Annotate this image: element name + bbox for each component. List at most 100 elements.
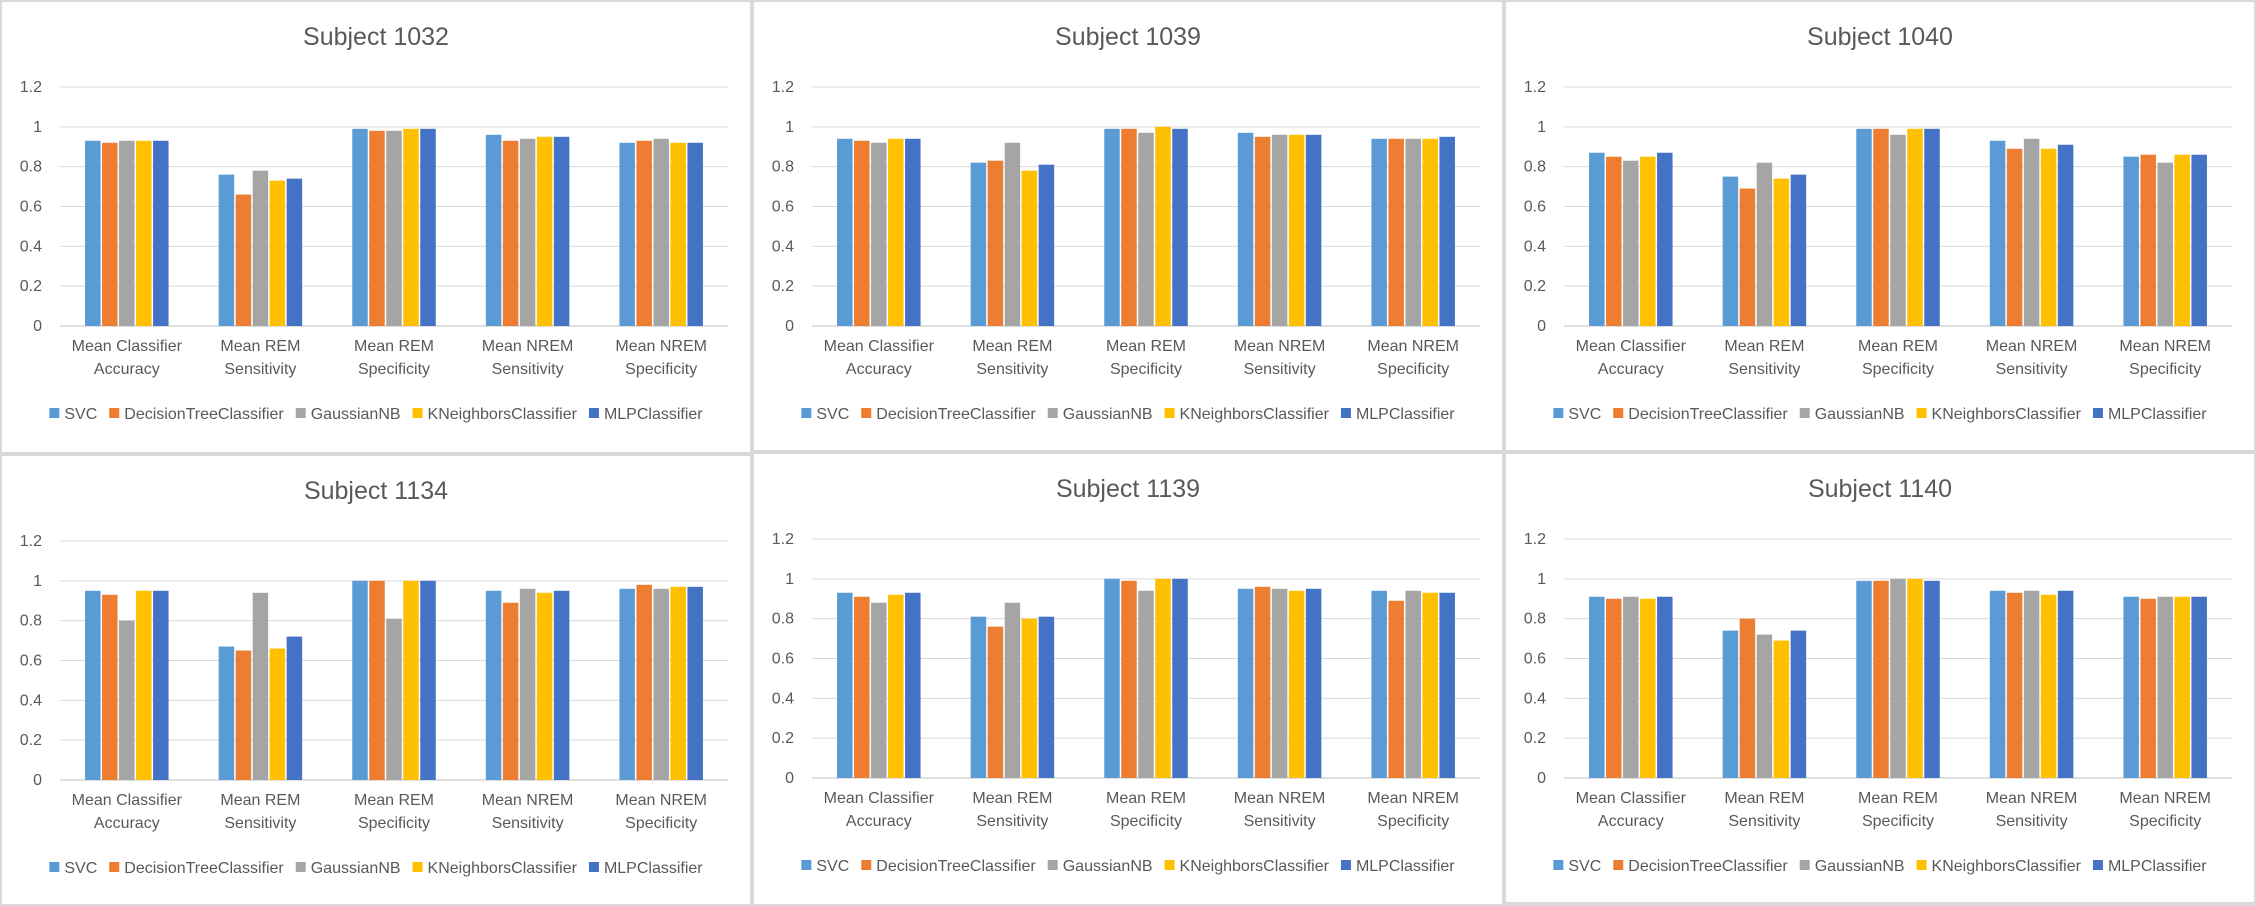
x-category-label: Mean NREM xyxy=(1986,338,2078,355)
bar-decisiontreeclassifier-mean-rem-specificity xyxy=(1873,580,1889,778)
bar-decisiontreeclassifier-mean-rem-specificity xyxy=(1873,128,1889,326)
bar-kneighborsclassifier-mean-nrem-specificity xyxy=(1422,592,1438,778)
y-tick-label: 0.2 xyxy=(1524,730,1546,747)
bar-decisiontreeclassifier-mean-classifier-accuracy xyxy=(1606,156,1622,326)
bar-mlpclassifier-mean-rem-sensitivity xyxy=(286,636,303,780)
bar-gaussiannb-mean-rem-specificity xyxy=(386,130,402,326)
bar-kneighborsclassifier-mean-classifier-accuracy xyxy=(1640,598,1656,778)
y-tick-label: 1.2 xyxy=(20,533,42,550)
x-category-label: Specificity xyxy=(1110,813,1182,830)
x-category-label: Specificity xyxy=(2129,361,2201,378)
bar-mlpclassifier-mean-nrem-specificity xyxy=(1439,136,1455,326)
legend: SVC DecisionTreeClassifier GaussianNB KNeig… xyxy=(801,406,1455,423)
x-category-label: Mean NREM xyxy=(1986,790,2078,807)
legend-label-svc: SVC xyxy=(1568,858,1601,875)
bar-svc-mean-classifier-accuracy xyxy=(1589,596,1605,778)
bar-mlpclassifier-mean-classifier-accuracy xyxy=(153,590,169,780)
bar-kneighborsclassifier-mean-classifier-accuracy xyxy=(1640,156,1656,326)
legend: SVC DecisionTreeClassifier GaussianNB KNeig… xyxy=(1553,406,2207,423)
legend-label-mlpclassifier: MLPClassifier xyxy=(604,406,703,423)
chart-svg: Subject 1032 0 0.2 0.4 0.6 0.8 1 1.2 Mean Classi… xyxy=(20,23,728,423)
y-tick-label: 1 xyxy=(785,571,794,588)
legend-label-svc: SVC xyxy=(1568,406,1601,423)
x-category-label: Accuracy xyxy=(846,361,912,378)
x-category-label: Mean NREM xyxy=(482,792,574,809)
x-category-label: Mean NREM xyxy=(1367,790,1459,807)
legend-swatch-kneighborsclassifier xyxy=(1164,860,1175,870)
bar-decisiontreeclassifier-mean-classifier-accuracy xyxy=(102,142,118,326)
x-category-label: Specificity xyxy=(625,815,697,832)
bar-decisiontreeclassifier-mean-classifier-accuracy xyxy=(102,594,118,780)
bar-kneighborsclassifier-mean-classifier-accuracy xyxy=(136,140,152,326)
bar-gaussiannb-mean-rem-specificity xyxy=(386,618,402,780)
bar-svc-mean-rem-sensitivity xyxy=(218,646,235,780)
chart-svg: Subject 1140 0 0.2 0.4 0.6 0.8 1 1.2 Mean Classi… xyxy=(1524,475,2232,875)
x-category-label: Sensitivity xyxy=(1728,813,1800,830)
bar-svc-mean-classifier-accuracy xyxy=(1589,152,1605,326)
legend-swatch-svc xyxy=(1553,408,1564,418)
chart-title: Subject 1139 xyxy=(1056,475,1200,503)
x-category-label: Mean NREM xyxy=(615,338,707,355)
legend-label-gaussiannb: GaussianNB xyxy=(1063,406,1153,423)
x-category-label: Mean REM xyxy=(1724,790,1804,807)
bar-gaussiannb-mean-classifier-accuracy xyxy=(1623,160,1639,326)
x-category-label: Mean REM xyxy=(1106,338,1186,355)
x-category-label: Sensitivity xyxy=(1244,361,1316,378)
legend-label-decisiontreeclassifier: DecisionTreeClassifier xyxy=(124,860,284,877)
x-category-label: Sensitivity xyxy=(1996,813,2068,830)
bar-gaussiannb-mean-rem-sensitivity xyxy=(252,170,269,326)
bar-svc-mean-classifier-accuracy xyxy=(837,138,853,326)
x-category-label: Mean REM xyxy=(354,792,434,809)
bar-mlpclassifier-mean-rem-sensitivity xyxy=(1790,630,1807,778)
bar-decisiontreeclassifier-mean-rem-sensitivity xyxy=(987,626,1004,778)
bar-gaussiannb-mean-rem-specificity xyxy=(1890,134,1906,326)
legend-swatch-decisiontreeclassifier xyxy=(1613,860,1624,870)
legend: SVC DecisionTreeClassifier GaussianNB KNeig… xyxy=(49,860,703,877)
bar-gaussiannb-mean-nrem-specificity xyxy=(1405,590,1421,778)
bar-gaussiannb-mean-classifier-accuracy xyxy=(871,602,887,778)
legend: SVC DecisionTreeClassifier GaussianNB KNeig… xyxy=(801,858,1455,875)
bar-svc-mean-classifier-accuracy xyxy=(85,140,101,326)
y-tick-label: 0.4 xyxy=(1524,690,1546,707)
bar-decisiontreeclassifier-mean-nrem-specificity xyxy=(1388,138,1404,326)
bar-kneighborsclassifier-mean-classifier-accuracy xyxy=(136,590,152,780)
y-tick-label: 1.2 xyxy=(772,79,794,96)
bar-svc-mean-rem-sensitivity xyxy=(218,174,235,326)
bar-decisiontreeclassifier-mean-nrem-sensitivity xyxy=(1254,586,1271,778)
bar-gaussiannb-mean-nrem-specificity xyxy=(2157,596,2173,778)
bar-mlpclassifier-mean-nrem-sensitivity xyxy=(2057,144,2074,326)
y-tick-label: 0.6 xyxy=(20,653,42,670)
y-tick-label: 0.2 xyxy=(772,730,794,747)
bar-kneighborsclassifier-mean-nrem-specificity xyxy=(2174,596,2190,778)
bar-kneighborsclassifier-mean-nrem-specificity xyxy=(670,142,686,326)
y-tick-label: 1 xyxy=(1537,119,1546,136)
bar-decisiontreeclassifier-mean-nrem-sensitivity xyxy=(2006,148,2023,326)
x-category-label: Mean REM xyxy=(220,792,300,809)
legend-label-gaussiannb: GaussianNB xyxy=(311,406,401,423)
y-tick-label: 0.4 xyxy=(20,692,42,709)
bar-decisiontreeclassifier-mean-nrem-specificity xyxy=(2140,598,2156,778)
bar-mlpclassifier-mean-rem-specificity xyxy=(420,128,436,326)
x-category-label: Specificity xyxy=(1377,813,1449,830)
bar-svc-mean-rem-specificity xyxy=(1104,578,1120,778)
bar-svc-mean-rem-specificity xyxy=(1104,128,1120,326)
bar-decisiontreeclassifier-mean-classifier-accuracy xyxy=(854,140,870,326)
bar-mlpclassifier-mean-rem-sensitivity xyxy=(1038,164,1055,326)
y-tick-label: 0.2 xyxy=(20,278,42,295)
bar-kneighborsclassifier-mean-nrem-specificity xyxy=(2174,154,2190,326)
bar-gaussiannb-mean-nrem-specificity xyxy=(1405,138,1421,326)
y-tick-label: 0.2 xyxy=(20,732,42,749)
legend-label-kneighborsclassifier: KNeighborsClassifier xyxy=(428,406,578,423)
bar-mlpclassifier-mean-nrem-specificity xyxy=(687,142,703,326)
bar-svc-mean-rem-specificity xyxy=(352,580,368,780)
bar-decisiontreeclassifier-mean-rem-sensitivity xyxy=(235,194,252,326)
bar-mlpclassifier-mean-rem-sensitivity xyxy=(1790,174,1807,326)
y-tick-label: 1.2 xyxy=(20,79,42,96)
bar-svc-mean-rem-sensitivity xyxy=(1722,630,1739,778)
x-category-label: Accuracy xyxy=(1598,813,1664,830)
bar-svc-mean-nrem-sensitivity xyxy=(1237,132,1254,326)
bar-svc-mean-nrem-specificity xyxy=(619,142,635,326)
bar-mlpclassifier-mean-nrem-sensitivity xyxy=(1305,134,1322,326)
bar-mlpclassifier-mean-classifier-accuracy xyxy=(1657,152,1673,326)
chart-title: Subject 1039 xyxy=(1055,23,1201,51)
